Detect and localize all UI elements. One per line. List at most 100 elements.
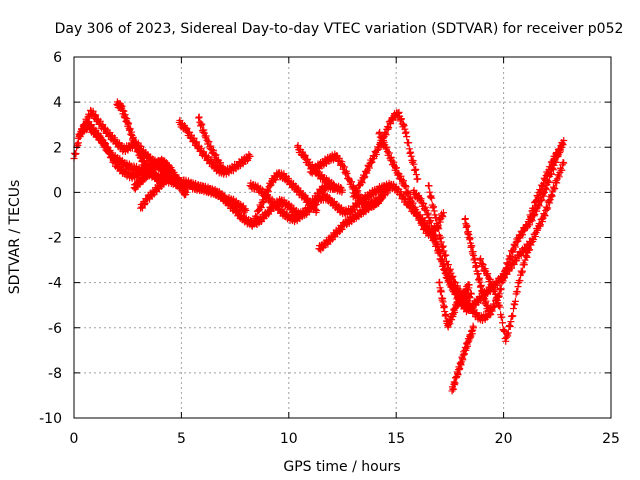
data-point <box>368 158 376 166</box>
data-point <box>402 128 410 136</box>
data-point <box>542 186 550 194</box>
data-point <box>509 312 517 320</box>
data-point <box>545 178 553 186</box>
data-point <box>160 180 168 188</box>
data-point <box>338 225 346 233</box>
data-point <box>549 160 557 168</box>
data-point <box>548 191 555 199</box>
data-point <box>465 281 473 289</box>
data-point <box>218 165 226 172</box>
data-point <box>253 213 261 221</box>
data-point <box>530 204 538 212</box>
data-point <box>531 233 539 241</box>
y-tick-label: -10 <box>39 411 62 427</box>
data-point <box>520 261 528 269</box>
data-point <box>383 143 391 151</box>
data-point <box>412 165 420 173</box>
data-point <box>340 163 348 171</box>
data-point <box>338 158 346 166</box>
data-point <box>205 138 213 146</box>
data-point <box>382 131 390 139</box>
data-point <box>411 166 419 174</box>
data-point <box>430 203 438 211</box>
data-point <box>492 295 500 303</box>
data-point <box>198 121 206 129</box>
data-point <box>390 158 398 166</box>
data-point <box>437 233 445 241</box>
y-tick-label: -2 <box>48 231 62 247</box>
data-point <box>549 156 557 164</box>
data-point <box>484 270 492 278</box>
data-point <box>507 253 515 261</box>
data-point <box>511 301 519 309</box>
data-point <box>358 178 366 186</box>
data-point <box>538 218 546 226</box>
data-point <box>400 120 408 128</box>
data-point <box>216 159 224 167</box>
data-point <box>363 169 371 177</box>
data-point <box>424 209 432 217</box>
data-point <box>540 192 548 200</box>
data-point <box>200 126 208 134</box>
data-point <box>91 112 99 120</box>
series-track-j <box>246 179 338 226</box>
data-point <box>435 225 443 233</box>
data-point <box>329 180 337 188</box>
data-point <box>536 188 544 196</box>
x-tick-label: 0 <box>70 431 79 447</box>
data-point <box>212 151 220 159</box>
data-point <box>376 128 384 136</box>
data-point <box>209 146 217 154</box>
data-point <box>365 163 373 171</box>
data-point <box>182 191 190 199</box>
data-point <box>400 122 408 130</box>
data-point <box>536 222 544 230</box>
x-axis-label: GPS time / hours <box>283 459 400 475</box>
data-point <box>488 280 496 288</box>
data-point <box>385 149 393 157</box>
data-point <box>310 199 318 207</box>
data-point <box>444 261 452 269</box>
data-point <box>259 199 267 207</box>
data-point <box>397 172 405 180</box>
data-point <box>499 319 507 327</box>
data-point <box>506 321 514 329</box>
data-point <box>110 155 118 163</box>
y-tick-label: 0 <box>53 185 62 201</box>
data-point <box>550 185 558 193</box>
x-tick-labels: 0 5 10 15 20 25 <box>70 431 620 447</box>
data-point <box>463 222 471 230</box>
series-track-h <box>195 113 228 176</box>
data-point <box>512 257 520 265</box>
y-tick-labels: -10 -8 -6 -4 -2 0 2 4 6 <box>39 50 62 427</box>
data-point <box>417 195 425 203</box>
grid <box>74 57 611 418</box>
data-point <box>348 178 356 186</box>
x-tick-label: 25 <box>602 431 620 447</box>
data-point <box>183 124 191 132</box>
y-tick-label: -4 <box>48 276 62 292</box>
data-point <box>440 247 448 255</box>
data-point <box>115 161 123 169</box>
data-point <box>477 255 485 263</box>
data-point <box>361 173 369 181</box>
data-point <box>497 286 505 294</box>
data-point <box>504 329 512 337</box>
data-point <box>503 259 511 267</box>
data-point <box>560 159 568 167</box>
data-point <box>439 243 447 251</box>
data-point <box>486 275 494 283</box>
data-point <box>532 197 540 205</box>
data-point <box>378 134 386 142</box>
data-point <box>192 139 200 147</box>
data-point <box>437 288 445 296</box>
data-point <box>513 256 521 264</box>
data-point <box>241 208 249 216</box>
y-tick-label: -8 <box>48 366 62 382</box>
data-point <box>496 303 504 311</box>
data-point <box>409 157 417 165</box>
chart-title: Day 306 of 2023, Sidereal Day-to-day VTE… <box>55 21 624 37</box>
data-point <box>200 148 208 156</box>
data-point <box>140 201 148 209</box>
data-point <box>511 242 519 250</box>
